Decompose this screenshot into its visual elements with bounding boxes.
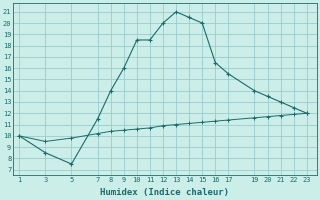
X-axis label: Humidex (Indice chaleur): Humidex (Indice chaleur) [100,188,229,197]
